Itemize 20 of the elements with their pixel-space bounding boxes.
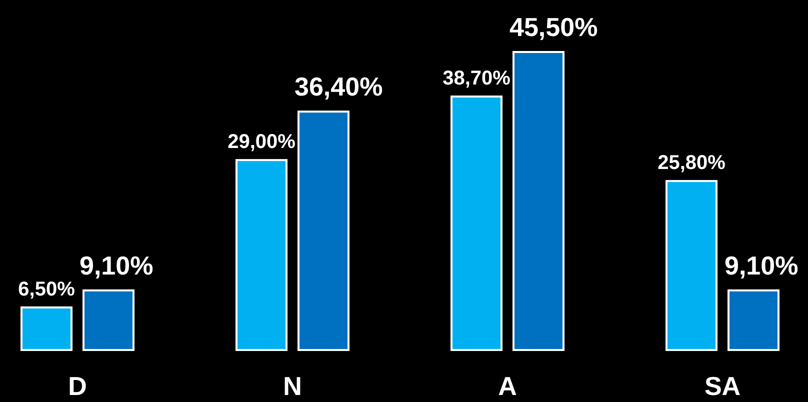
data-label: 9,10% — [80, 250, 154, 280]
data-label: 6,50% — [18, 278, 76, 300]
bar — [20, 306, 72, 351]
bar — [512, 51, 564, 351]
data-label: 45,50% — [510, 12, 598, 42]
bar — [666, 180, 718, 351]
x-tick-label: D — [68, 371, 87, 401]
bar — [728, 289, 780, 351]
bar — [450, 96, 502, 351]
data-label: 9,10% — [724, 250, 798, 280]
bar — [82, 289, 134, 351]
x-tick-label: SA — [704, 371, 741, 401]
data-label: 29,00% — [228, 131, 296, 154]
bar — [236, 159, 288, 351]
data-label: 25,80% — [658, 152, 726, 174]
data-label: 36,40% — [294, 72, 383, 102]
bar — [298, 110, 350, 351]
data-label: 38,70% — [442, 68, 511, 90]
x-tick-label: N — [283, 371, 302, 401]
x-tick-label: A — [498, 371, 518, 401]
